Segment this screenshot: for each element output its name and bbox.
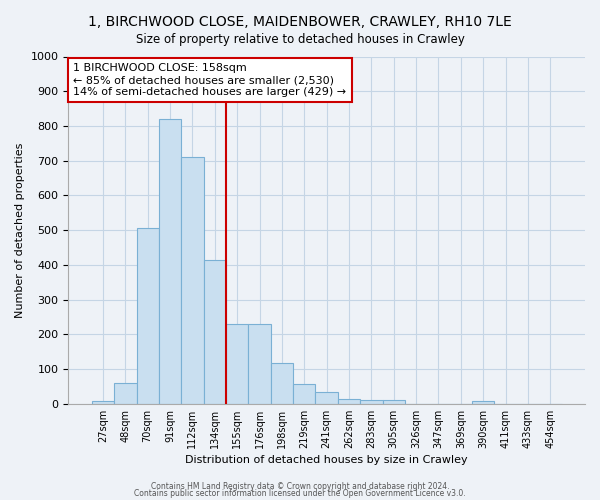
- Bar: [293, 384, 316, 404]
- Bar: [338, 400, 360, 404]
- Bar: [181, 157, 203, 404]
- Bar: [316, 392, 338, 404]
- Bar: [271, 363, 293, 404]
- Text: Size of property relative to detached houses in Crawley: Size of property relative to detached ho…: [136, 32, 464, 46]
- Bar: [203, 260, 226, 404]
- Text: Contains HM Land Registry data © Crown copyright and database right 2024.: Contains HM Land Registry data © Crown c…: [151, 482, 449, 491]
- Bar: [92, 401, 114, 404]
- Bar: [114, 383, 137, 404]
- Text: 1, BIRCHWOOD CLOSE, MAIDENBOWER, CRAWLEY, RH10 7LE: 1, BIRCHWOOD CLOSE, MAIDENBOWER, CRAWLEY…: [88, 15, 512, 29]
- X-axis label: Distribution of detached houses by size in Crawley: Distribution of detached houses by size …: [185, 455, 468, 465]
- Y-axis label: Number of detached properties: Number of detached properties: [15, 142, 25, 318]
- Bar: [383, 400, 405, 404]
- Bar: [137, 228, 159, 404]
- Bar: [360, 400, 383, 404]
- Text: Contains public sector information licensed under the Open Government Licence v3: Contains public sector information licen…: [134, 490, 466, 498]
- Bar: [248, 324, 271, 404]
- Bar: [226, 324, 248, 404]
- Text: 1 BIRCHWOOD CLOSE: 158sqm
← 85% of detached houses are smaller (2,530)
14% of se: 1 BIRCHWOOD CLOSE: 158sqm ← 85% of detac…: [73, 64, 347, 96]
- Bar: [159, 119, 181, 404]
- Bar: [472, 402, 494, 404]
